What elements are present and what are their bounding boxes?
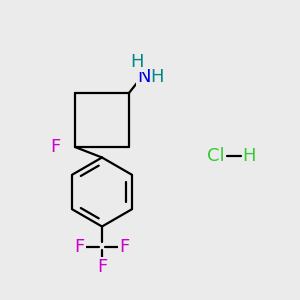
Text: H: H xyxy=(151,68,164,85)
Text: H: H xyxy=(130,53,144,71)
Text: Cl: Cl xyxy=(207,147,225,165)
Text: F: F xyxy=(50,138,61,156)
Text: F: F xyxy=(97,258,107,276)
Text: N: N xyxy=(137,68,151,85)
Text: F: F xyxy=(119,238,130,256)
Text: F: F xyxy=(74,238,85,256)
Text: H: H xyxy=(242,147,256,165)
